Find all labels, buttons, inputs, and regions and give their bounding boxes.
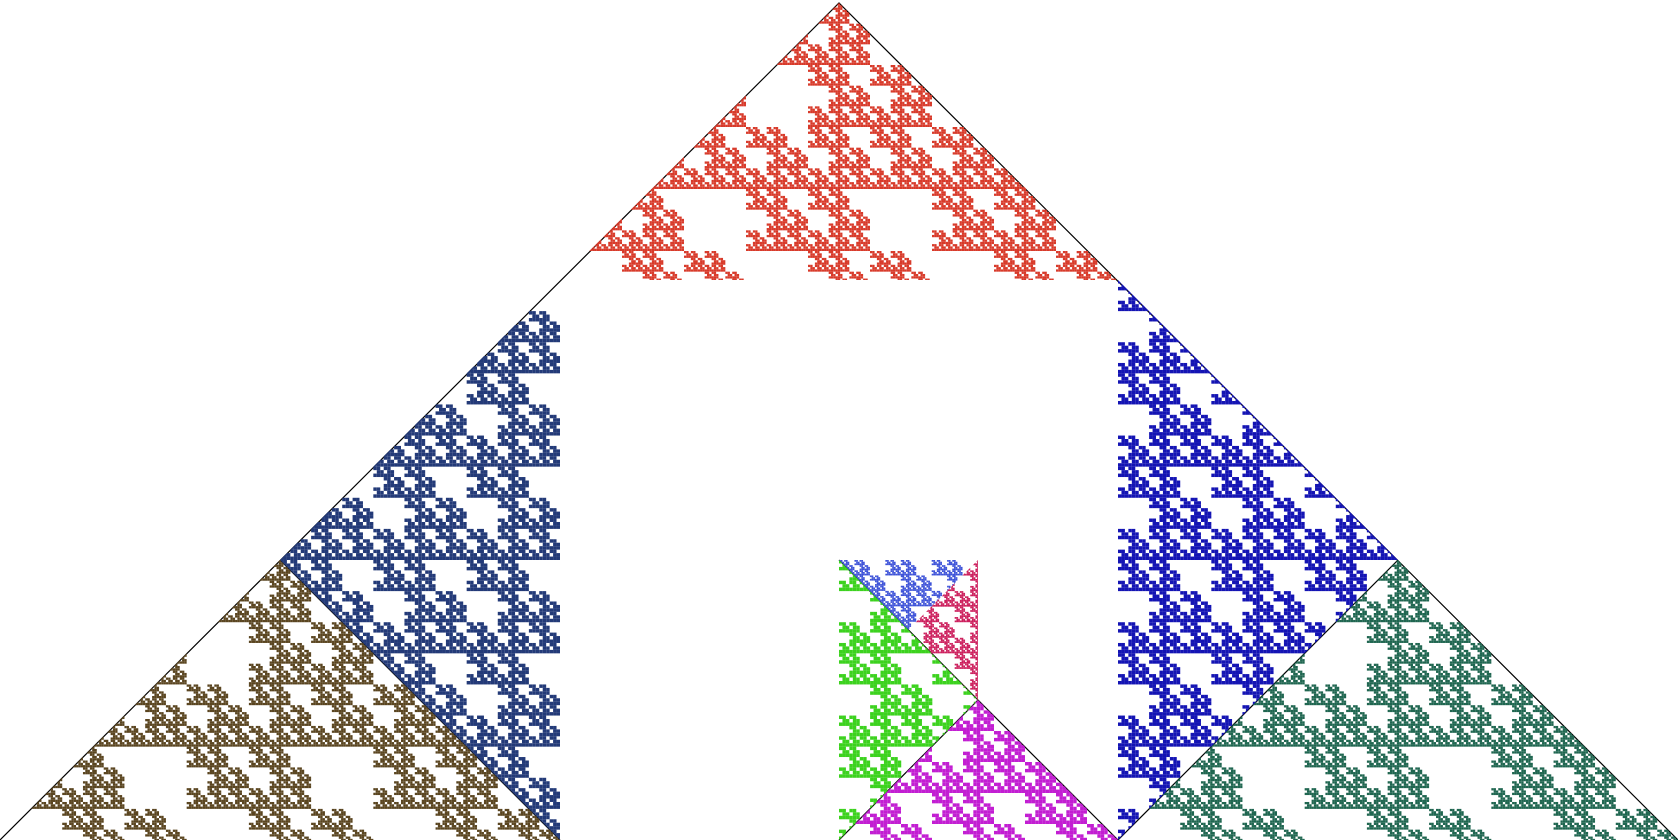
fractal-piece-bottom-left xyxy=(0,560,560,840)
fractal-piece-upper-left xyxy=(280,280,560,560)
fractal-piece-top xyxy=(560,3,1118,375)
fractal-fills xyxy=(0,3,1678,840)
fractal-piece-upper-right xyxy=(1118,280,1491,560)
